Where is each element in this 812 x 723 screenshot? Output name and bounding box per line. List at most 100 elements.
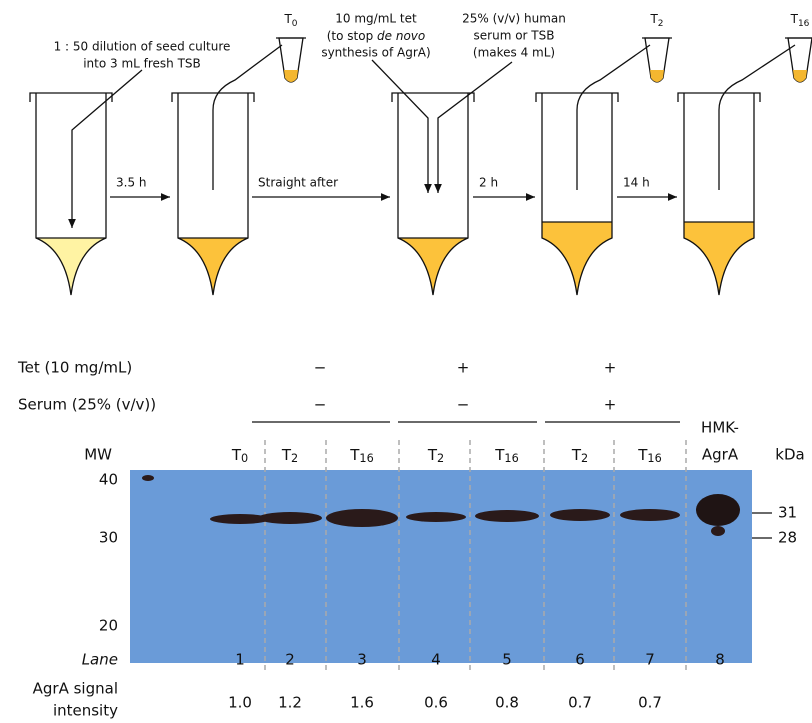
condition-value: + — [604, 396, 617, 414]
tube-rim — [677, 92, 761, 102]
pipette-line — [718, 44, 796, 190]
sample-label-main: T — [649, 12, 658, 26]
lane-number: 4 — [431, 651, 441, 669]
signal-value: 1.0 — [228, 694, 252, 712]
sample-label: T16 — [790, 12, 810, 29]
condition-value: + — [457, 359, 470, 377]
band — [326, 509, 398, 527]
band — [406, 512, 466, 522]
arrow — [68, 69, 143, 228]
lane-header-main: T — [637, 446, 648, 464]
mw-label: MW — [84, 446, 112, 464]
condition-value: + — [604, 359, 617, 377]
condition-value: − — [314, 396, 327, 414]
size-marker: 31 — [778, 504, 797, 522]
tube-wall — [35, 93, 107, 296]
signal-value: 0.7 — [638, 694, 662, 712]
tube-liquid — [684, 222, 754, 295]
annotation: (to stop de novo — [327, 29, 426, 43]
sample-label-sub: 0 — [292, 19, 298, 29]
signal-label: AgrA signal — [33, 680, 118, 698]
spot — [142, 475, 154, 481]
signal-value: 0.7 — [568, 694, 592, 712]
step-label: 3.5 h — [116, 176, 147, 190]
arrow — [434, 61, 513, 193]
lane-header-main: T — [281, 446, 292, 464]
lane-header: T2 — [281, 446, 298, 466]
tube-wall — [683, 93, 755, 296]
blot-membrane — [130, 470, 752, 663]
lane-number: 8 — [715, 651, 725, 669]
step-label: Straight after — [258, 176, 338, 190]
eppendorf-liquid — [650, 70, 664, 82]
step-label: 14 h — [623, 176, 650, 190]
step-label: 2 h — [479, 176, 498, 190]
tube-liquid — [36, 238, 106, 295]
signal-value: 1.2 — [278, 694, 302, 712]
signal-label: intensity — [53, 702, 118, 720]
annotation: (makes 4 mL) — [473, 46, 555, 60]
lane-header-main: T — [427, 446, 438, 464]
tube-rim — [535, 92, 619, 102]
band — [210, 514, 270, 524]
lane-header-main: T — [349, 446, 360, 464]
sample-label: T0 — [283, 12, 297, 29]
sample-label-sub: 16 — [798, 19, 810, 29]
annotation: 1 : 50 dilution of seed culture — [54, 40, 231, 54]
tube-wall — [177, 93, 249, 296]
pipette-line — [212, 44, 283, 190]
lane-header: T2 — [571, 446, 588, 466]
condition-label: Tet (10 mg/mL) — [17, 359, 132, 377]
tube-wall — [541, 93, 613, 296]
signal-value: 0.6 — [424, 694, 448, 712]
mw-marker: 20 — [99, 617, 118, 635]
band — [475, 510, 539, 522]
sample-label-main: T — [790, 12, 799, 26]
tube-liquid — [542, 222, 612, 295]
lane-header-sub: 2 — [581, 452, 588, 465]
lane-header-sub: 2 — [437, 452, 444, 465]
eppendorf-liquid — [284, 70, 298, 82]
annotation-part: de novo — [377, 29, 425, 43]
lane-number: 1 — [235, 651, 245, 669]
lane-label: Lane — [82, 651, 118, 669]
tube-wall — [397, 93, 469, 296]
lane-header: T16 — [349, 446, 374, 466]
band — [711, 526, 725, 536]
annotation: serum or TSB — [474, 29, 555, 43]
tube-rim — [171, 92, 255, 102]
mw-marker: 30 — [99, 529, 118, 547]
condition-value: − — [457, 396, 470, 414]
lane-header: T16 — [494, 446, 519, 466]
signal-value: 1.6 — [350, 694, 374, 712]
mw-marker: 40 — [99, 471, 118, 489]
lane-number: 7 — [645, 651, 655, 669]
lane-header-sub: 16 — [359, 452, 373, 465]
arrow — [371, 59, 432, 193]
unit-label: kDa — [775, 446, 804, 464]
band — [258, 512, 322, 524]
lane-number: 3 — [357, 651, 367, 669]
tube-rim — [391, 92, 475, 102]
lane-header-main: T — [571, 446, 582, 464]
sample-label: T2 — [649, 12, 663, 29]
tube-liquid — [178, 238, 248, 295]
annotation: 25% (v/v) human — [462, 12, 566, 26]
lane-header: T2 — [427, 446, 444, 466]
condition-value: − — [314, 359, 327, 377]
annotation: 10 mg/mL tet — [335, 12, 417, 26]
band — [696, 494, 740, 526]
signal-value: 0.8 — [495, 694, 519, 712]
condition-label: Serum (25% (v/v)) — [18, 396, 156, 414]
annotation: into 3 mL fresh TSB — [83, 57, 201, 71]
lane-header-sub: 0 — [241, 452, 248, 465]
tube-liquid — [398, 238, 468, 295]
band — [620, 509, 680, 521]
size-marker: 28 — [778, 529, 797, 547]
control-header: AgrA — [702, 446, 739, 464]
lane-header-sub: 16 — [504, 452, 518, 465]
tube-rim — [29, 92, 113, 102]
control-header: HMK- — [701, 419, 739, 437]
band — [550, 509, 610, 521]
lane-header: T16 — [637, 446, 662, 466]
